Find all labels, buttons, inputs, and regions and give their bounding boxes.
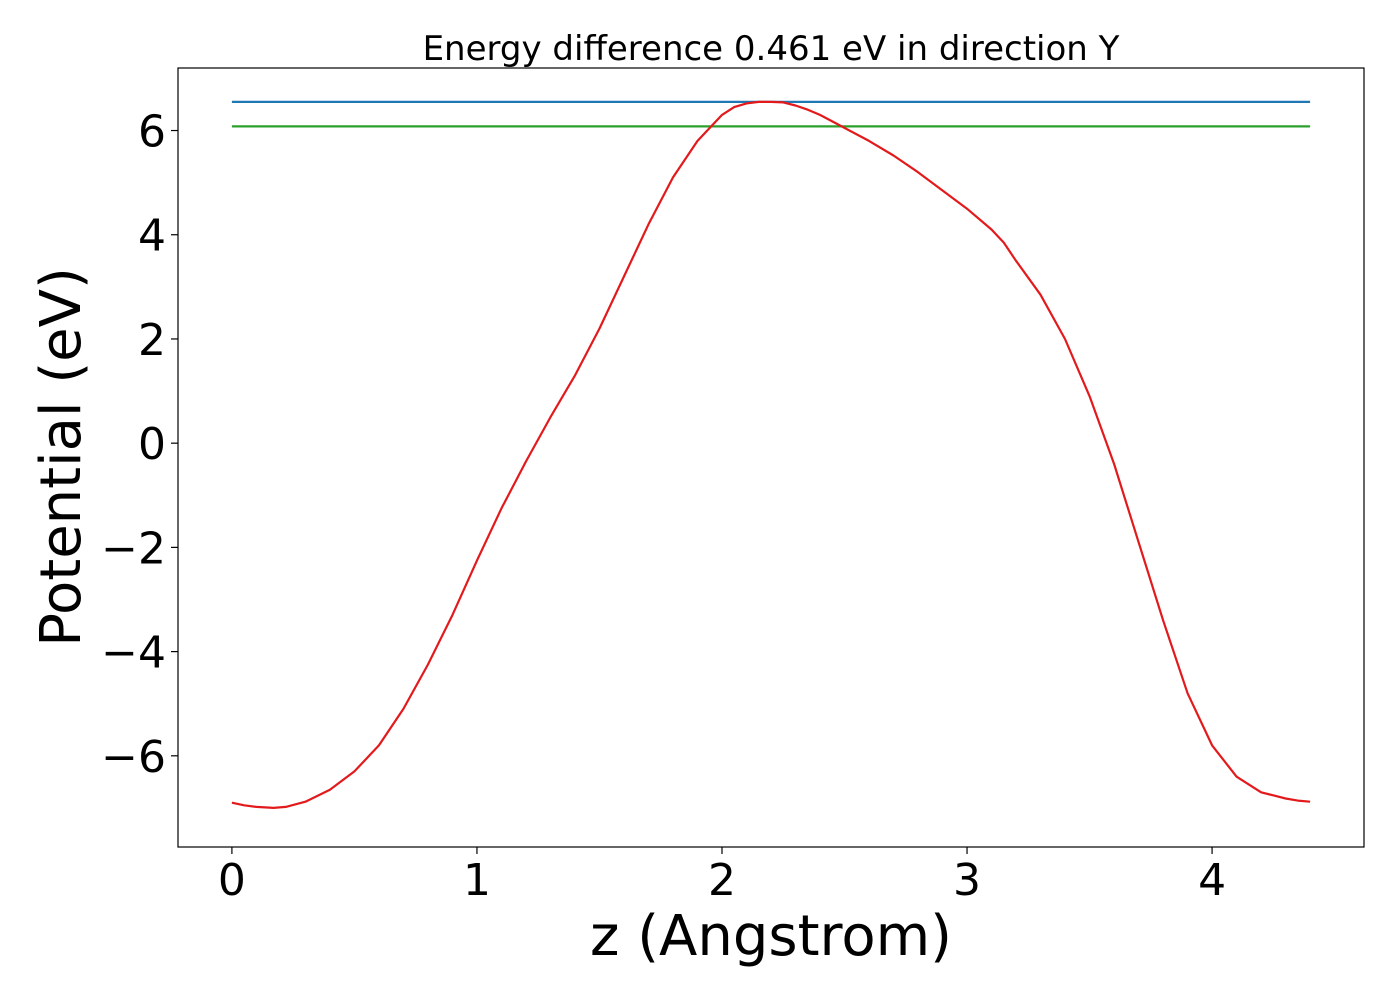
y-tick-label: −6 — [101, 732, 166, 783]
y-tick-label: 6 — [138, 107, 166, 158]
y-axis-ticks: −6 −4 −2 0 2 4 6 — [101, 107, 178, 783]
x-tick-label: 4 — [1198, 855, 1226, 906]
y-tick-label: 2 — [138, 315, 166, 366]
x-axis-ticks: 0 1 2 3 4 — [218, 847, 1226, 906]
axes-frame — [177, 67, 1365, 848]
y-tick-label: −2 — [101, 523, 166, 574]
plot-area — [231, 100, 1311, 810]
y-tick-label: 0 — [138, 419, 166, 470]
y-tick-label: −4 — [101, 628, 166, 679]
x-tick-label: 2 — [708, 855, 736, 906]
y-tick-label: 4 — [138, 211, 166, 262]
chart-title: Energy difference 0.461 eV in direction … — [423, 29, 1120, 69]
series-line-3 — [231, 100, 1311, 810]
x-tick-label: 3 — [953, 855, 981, 906]
x-tick-label: 1 — [463, 855, 491, 906]
x-axis-label: z (Angstrom) — [590, 904, 952, 969]
y-axis-label: Potential (eV) — [29, 267, 94, 647]
x-tick-label: 0 — [218, 855, 246, 906]
